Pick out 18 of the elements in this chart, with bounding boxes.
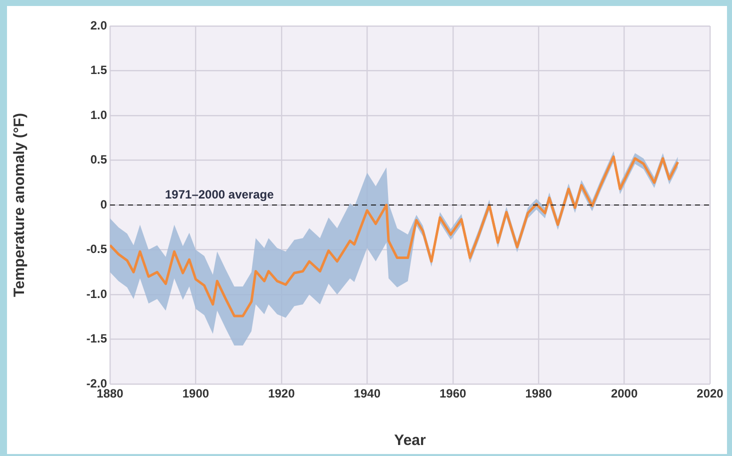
x-tick-label: 2020: [696, 386, 724, 401]
y-tick-label: 0.5: [90, 152, 108, 167]
y-axis-title: Temperature anomaly (°F): [11, 112, 28, 298]
y-tick-label: -1.0: [86, 286, 108, 301]
x-tick-label: 1960: [440, 386, 467, 401]
x-tick-label: 1980: [525, 386, 552, 401]
y-tick-label: -0.5: [86, 242, 108, 256]
x-tick-label: 1940: [354, 386, 381, 401]
y-tick-label: 2.0: [90, 18, 108, 32]
y-tick-label: 1.5: [90, 63, 108, 78]
x-tick-label: 1920: [268, 386, 296, 401]
y-tick-label: 1.0: [90, 108, 108, 122]
x-tick-label: 2000: [610, 386, 638, 401]
y-tick-label: 0: [100, 197, 108, 212]
y-tick-label: -1.5: [86, 332, 108, 346]
ref-line-label: 1971–2000 average: [165, 187, 274, 202]
x-tick-label: 1900: [182, 386, 210, 401]
x-axis-title: Year: [394, 432, 426, 450]
